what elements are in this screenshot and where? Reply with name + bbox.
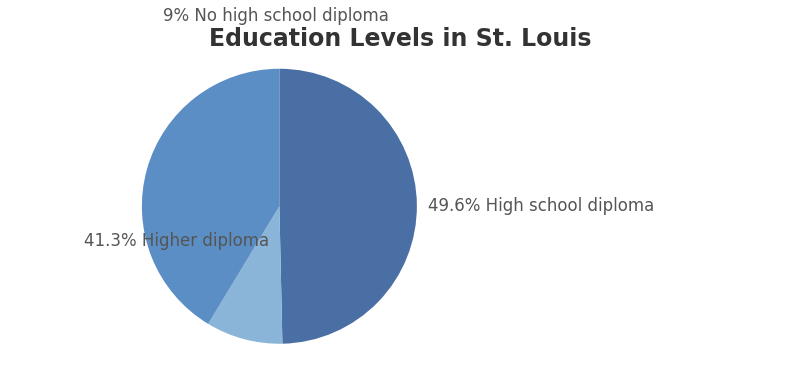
Wedge shape [208,206,282,344]
Wedge shape [142,69,279,324]
Text: Education Levels in St. Louis: Education Levels in St. Louis [209,27,591,51]
Text: 9% No high school diploma: 9% No high school diploma [162,7,388,25]
Text: 41.3% Higher diploma: 41.3% Higher diploma [84,232,270,249]
Text: 49.6% High school diploma: 49.6% High school diploma [428,197,654,215]
Wedge shape [279,69,417,344]
